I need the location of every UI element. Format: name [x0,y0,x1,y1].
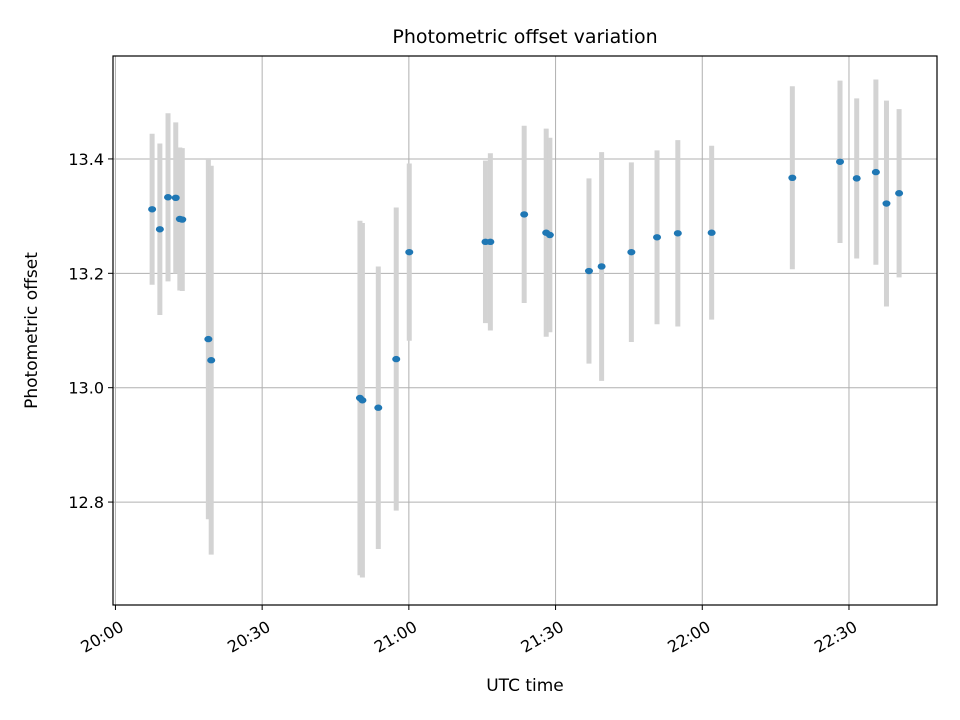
y-tick-label: 12.8 [68,493,104,512]
data-point [673,230,682,237]
data-point [788,174,797,182]
data-point [520,211,529,218]
x-axis-ticks: 20:00 20:30 21:00 21:30 22:00 22:30 [77,605,860,657]
data-point [155,226,164,233]
x-tick-label: 22:00 [664,617,713,657]
data-point [836,158,845,165]
plot-frame [112,55,938,606]
data-point [486,238,495,246]
x-tick-label: 20:00 [77,617,126,657]
data-point [871,168,880,176]
y-axis-title: Photometric offset [22,252,42,409]
data-point [392,355,401,363]
data-point [148,206,157,213]
data-point [545,231,554,239]
data-point [852,175,861,182]
data-point [584,267,593,275]
data-point [895,190,904,197]
data-point [171,194,180,202]
y-tick-label: 13.0 [68,379,104,398]
data-point [358,397,367,404]
y-tick-label: 13.2 [68,264,104,283]
data-point [164,194,173,201]
x-tick-label: 21:30 [518,617,567,657]
data-point [207,357,216,364]
data-point [178,216,187,223]
x-axis-title: UTC time [486,676,564,696]
y-axis-ticks: 12.8 13.0 13.2 13.4 [68,150,113,512]
data-point [882,200,891,207]
data-point [405,248,414,256]
x-tick-label: 21:00 [371,617,420,657]
error-bars [149,79,902,578]
data-point [597,263,606,270]
data-point [653,234,662,241]
x-tick-label: 22:30 [811,617,860,657]
data-point [374,404,383,411]
data-point [707,229,716,236]
data-points [148,158,904,411]
x-tick-label: 20:30 [224,617,273,657]
data-point [627,248,636,256]
data-point [204,335,213,343]
y-tick-label: 13.4 [68,150,104,169]
chart-title: Photometric offset variation [392,26,657,48]
